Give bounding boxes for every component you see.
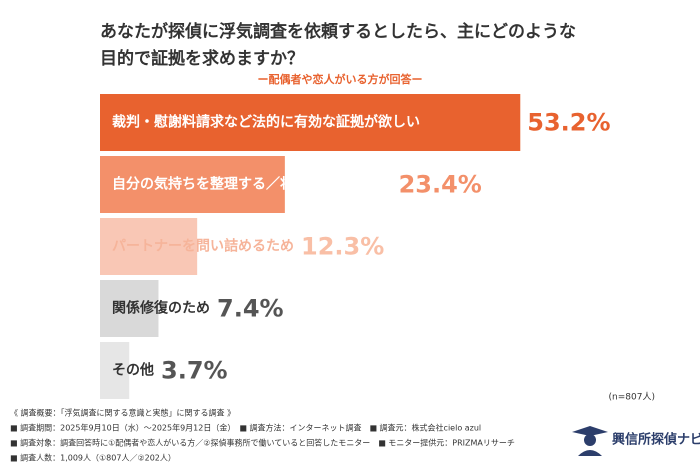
chart-title: 目的で証拠を求めますか？ <box>100 48 304 69</box>
bar <box>100 218 198 275</box>
sample-note: (n=807人) <box>609 392 655 403</box>
footer-line: ■ 調査対象：調査回答時に①配偶者や恋人がいる方／②探偵事務所で働いていると回答… <box>10 438 515 448</box>
value-label: 23.4% <box>399 171 482 199</box>
bar <box>100 342 130 399</box>
bar <box>100 156 285 213</box>
chart-title: あなたが探偵に浮気調査を依頼するとしたら、主にどのような <box>100 21 576 42</box>
value-label: 53.2% <box>527 109 610 137</box>
footer-line: ■ 調査人数：1,009人（①807人／②202人） <box>10 453 176 463</box>
value-label: 7.4% <box>217 295 284 323</box>
footer-line: ■ 調査期間：2025年9月10日（水）～2025年9月12日（金） ■ 調査方… <box>10 423 481 433</box>
category-label: 関係修復のため <box>112 300 210 317</box>
category-label: 自分の気持ちを整理する／将来に備えるため <box>112 176 392 193</box>
brand-logo: 興信所探偵ナビ <box>572 426 700 456</box>
category-label: その他 <box>112 362 154 379</box>
bar <box>100 280 159 337</box>
category-label: 裁判・慰謝料請求など法的に有効な証拠が欲しい <box>112 114 420 131</box>
brand-name: 興信所探偵ナビ <box>612 432 700 448</box>
footer-line: 《 調査概要：「浮気調査に関する意識と実態」に関する調査 》 <box>10 408 235 418</box>
category-label: パートナーを問い詰めるため <box>112 238 294 255</box>
bar <box>100 94 521 151</box>
subtitle: ー配偶者や恋人がいる方が回答ー <box>258 72 423 86</box>
value-label: 12.3% <box>301 233 384 261</box>
value-label: 3.7% <box>161 357 228 385</box>
